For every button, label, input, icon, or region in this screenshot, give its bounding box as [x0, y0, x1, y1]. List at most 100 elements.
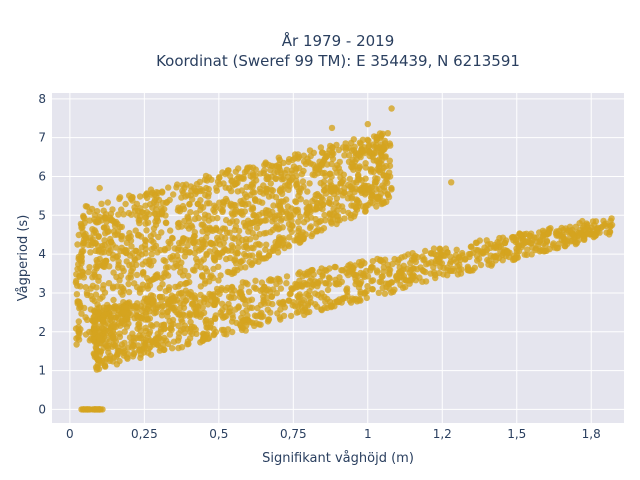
- data-point: [137, 354, 144, 362]
- data-point: [184, 338, 192, 345]
- data-point: [290, 163, 298, 170]
- data-point: [354, 176, 361, 184]
- data-point: [267, 276, 274, 283]
- data-point: [265, 161, 272, 169]
- data-point: [384, 261, 392, 268]
- data-point: [333, 195, 341, 202]
- data-point: [369, 286, 376, 293]
- data-point: [314, 279, 321, 286]
- data-point: [142, 311, 150, 318]
- data-point: [129, 330, 136, 337]
- data-point: [216, 174, 223, 182]
- data-point: [136, 219, 143, 227]
- data-point: [105, 245, 112, 252]
- data-point: [284, 241, 292, 248]
- data-point: [330, 205, 337, 213]
- data-point: [148, 251, 155, 258]
- data-point: [338, 267, 345, 274]
- data-point: [201, 215, 208, 222]
- data-point: [236, 288, 244, 296]
- data-point: [263, 185, 270, 192]
- data-point: [158, 322, 165, 329]
- data-point: [268, 192, 276, 199]
- data-point: [276, 225, 283, 232]
- data-point: [328, 124, 336, 132]
- data-point: [172, 283, 179, 291]
- data-point: [267, 248, 274, 256]
- data-point: [232, 223, 240, 230]
- data-point: [143, 209, 150, 216]
- data-point: [238, 324, 245, 331]
- y-tick-label: 2: [38, 325, 46, 339]
- data-point: [198, 311, 205, 318]
- data-point: [293, 172, 300, 180]
- data-point: [193, 255, 200, 263]
- data-point: [370, 157, 377, 164]
- data-point: [73, 341, 80, 348]
- data-point: [111, 342, 119, 349]
- data-point: [185, 225, 193, 232]
- data-point: [523, 238, 530, 246]
- data-point: [422, 247, 429, 255]
- data-point: [231, 255, 239, 263]
- data-point: [91, 227, 98, 234]
- data-point: [125, 288, 133, 296]
- data-point: [197, 187, 204, 195]
- data-point: [92, 318, 99, 325]
- data-point: [261, 161, 268, 169]
- data-point: [95, 233, 102, 240]
- data-point: [293, 177, 300, 185]
- data-point: [453, 246, 460, 253]
- data-point: [297, 281, 304, 288]
- data-point: [96, 406, 103, 413]
- data-point: [263, 294, 271, 301]
- data-point: [388, 289, 395, 296]
- data-point: [274, 310, 281, 317]
- data-point: [289, 222, 296, 230]
- data-point: [253, 313, 260, 320]
- data-point: [181, 322, 188, 329]
- data-point: [161, 205, 168, 213]
- data-point: [246, 252, 253, 259]
- data-point: [186, 249, 194, 256]
- data-point: [228, 284, 236, 291]
- data-point: [85, 268, 92, 276]
- data-point: [162, 212, 169, 219]
- data-point: [101, 237, 108, 244]
- data-point: [336, 274, 343, 281]
- data-point: [170, 191, 177, 198]
- data-point: [454, 271, 462, 278]
- data-point: [78, 310, 85, 317]
- data-point: [157, 246, 164, 254]
- data-point: [95, 277, 102, 284]
- data-point: [354, 199, 361, 206]
- data-point: [329, 144, 336, 151]
- data-point: [497, 242, 505, 250]
- data-point: [373, 203, 380, 210]
- data-point: [260, 170, 267, 177]
- data-point: [207, 273, 214, 280]
- data-point: [135, 313, 143, 321]
- data-point: [276, 203, 284, 210]
- data-point: [294, 151, 302, 158]
- data-point: [126, 299, 133, 306]
- data-point: [105, 349, 112, 356]
- data-point: [97, 295, 104, 302]
- x-tick-label: 0,25: [131, 427, 158, 441]
- data-point: [560, 235, 568, 242]
- data-point: [237, 174, 245, 181]
- data-point: [196, 178, 204, 186]
- data-point: [82, 331, 90, 338]
- data-point: [277, 285, 285, 292]
- data-point: [347, 183, 354, 190]
- data-point: [74, 241, 81, 248]
- data-point: [364, 136, 371, 143]
- data-point: [105, 280, 113, 287]
- data-point: [125, 280, 132, 288]
- data-point: [204, 200, 211, 207]
- data-point: [121, 320, 128, 328]
- data-point: [101, 263, 108, 270]
- data-point: [375, 163, 383, 170]
- data-point: [267, 228, 274, 236]
- data-point: [340, 144, 347, 151]
